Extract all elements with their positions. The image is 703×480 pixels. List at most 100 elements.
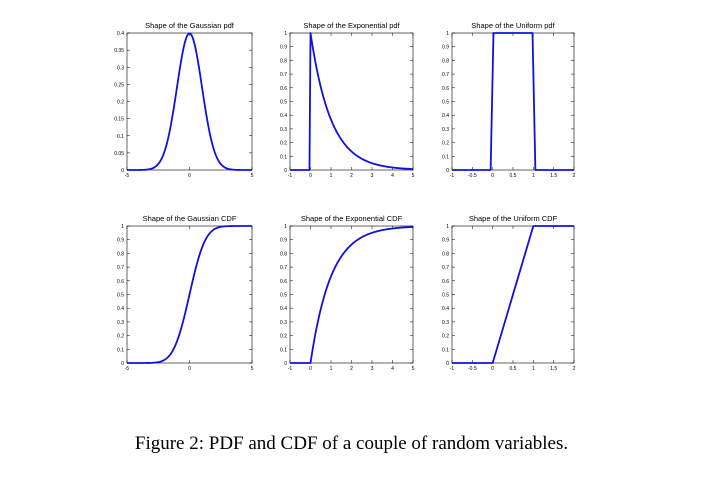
chart-2-ytick-label: 0.1	[280, 154, 287, 160]
chart-4-ytick-label: 0.4	[117, 306, 124, 312]
chart-3: Shape of the Uniform pdf 0 0.1 0.2 0.3 0.4 0.5…	[442, 21, 576, 179]
chart-5-ytick-label: 0.3	[280, 320, 287, 326]
chart-3-xtick-label: -1	[450, 173, 455, 179]
chart-2-xtick-label: -1	[288, 173, 293, 179]
chart-1-series-line	[126, 32, 253, 171]
chart-2-series-line	[290, 32, 414, 171]
chart-6-ytick-label: 0.2	[442, 334, 449, 340]
chart-5-ytick-label: 1	[284, 224, 287, 230]
chart-3-ytick-label: 0.5	[442, 100, 449, 106]
chart-2-title: Shape of the Exponential pdf	[303, 21, 400, 30]
chart-5-xtick-label: 2	[350, 366, 353, 372]
chart-5-ytick-label: 0.6	[280, 279, 287, 285]
chart-5-ytick-label: 0.1	[280, 347, 287, 353]
chart-1: Shape of the Gaussian pdf 0 0.05 0.1 0.15 0.2…	[114, 21, 253, 179]
chart-2-xtick-label: 2	[350, 173, 353, 179]
chart-6-xtick-label: 0	[491, 366, 494, 372]
chart-2-axes-box	[289, 32, 414, 171]
chart-3-ytick-label: 0.3	[442, 127, 449, 133]
chart-3-ytick-label: 0.8	[442, 58, 449, 64]
chart-1-xtick-label: 5	[251, 173, 254, 179]
chart-6-ytick-label: 0.5	[442, 293, 449, 299]
chart-4-ytick-label: 0.3	[117, 320, 124, 326]
chart-6-xtick-label: 1.5	[550, 366, 557, 372]
chart-4-ytick-label: 0.5	[117, 293, 124, 299]
chart-5-xtick-label: 4	[391, 366, 394, 372]
chart-2-ytick-label: 0.8	[280, 58, 287, 64]
chart-2-ytick-label: 0	[284, 168, 287, 174]
chart-4: Shape of the Gaussian CDF 0 0.1 0.2 0.3 0.4 0.…	[117, 214, 254, 372]
chart-2-xtick-label: 0	[309, 173, 312, 179]
chart-2-xtick-label: 1	[330, 173, 333, 179]
chart-3-xtick-label: 1.5	[550, 173, 557, 179]
chart-6-series-line	[452, 225, 574, 364]
chart-6-ytick-label: 0.9	[442, 238, 449, 244]
chart-4-ytick-label: 0	[121, 361, 124, 367]
chart-5-xtick-label: 3	[371, 366, 374, 372]
chart-5-ytick-label: 0.7	[280, 265, 287, 271]
chart-6-ytick-label: 0.1	[442, 347, 449, 353]
chart-3-xtick-label: 0	[491, 173, 494, 179]
chart-4-ytick-label: 0.6	[117, 279, 124, 285]
chart-3-axes-box	[451, 32, 575, 171]
chart-2-ytick-label: 0.5	[280, 100, 287, 106]
chart-6-ytick-label: 0.8	[442, 251, 449, 257]
chart-6-xtick-label: 1	[532, 366, 535, 372]
chart-1-ytick-label: 0.05	[114, 151, 124, 157]
figure-caption: Figure 2: PDF and CDF of a couple of ran…	[134, 433, 569, 454]
chart-3-ytick-label: 0.7	[442, 72, 449, 78]
chart-2-ytick-label: 0.3	[280, 127, 287, 133]
chart-5-xtick-label: -1	[288, 366, 293, 372]
chart-6: Shape of the Uniform CDF 0 0.1 0.2 0.3 0.4 0.5…	[442, 214, 576, 372]
chart-6-ytick-label: 1	[446, 224, 449, 230]
chart-2-xtick-label: 3	[371, 173, 374, 179]
chart-6-ytick-label: 0.7	[442, 265, 449, 271]
chart-3-ytick-label: 1	[446, 31, 449, 37]
chart-2-ytick-label: 0.9	[280, 45, 287, 51]
chart-6-title: Shape of the Uniform CDF	[469, 214, 558, 223]
chart-6-xtick-label: -1	[450, 366, 455, 372]
chart-2: Shape of the Exponential pdf 0 0.1 0.2 0.3 0.…	[280, 21, 415, 179]
chart-1-ytick-label: 0.25	[114, 82, 124, 88]
chart-1-ytick-label: 0.1	[117, 134, 124, 140]
chart-1-ytick-label: 0.2	[117, 100, 124, 106]
chart-6-xtick-label: -0.5	[468, 366, 477, 372]
chart-4-xtick-label: -5	[125, 366, 130, 372]
chart-4-series-line	[126, 225, 253, 364]
chart-3-series-line	[452, 32, 574, 171]
chart-4-ytick-label: 0.9	[117, 238, 124, 244]
chart-2-ytick-label: 0.6	[280, 86, 287, 92]
chart-3-ytick-label: 0	[446, 168, 449, 174]
chart-2-ytick-label: 1	[284, 31, 287, 37]
chart-5-ytick-label: 0	[284, 361, 287, 367]
chart-5-ytick-label: 0.8	[280, 251, 287, 257]
chart-6-ytick-label: 0	[446, 361, 449, 367]
chart-3-xtick-label: 2	[573, 173, 576, 179]
chart-1-ytick-label: 0.3	[117, 65, 124, 71]
chart-4-ytick-label: 0.2	[117, 334, 124, 340]
chart-1-title: Shape of the Gaussian pdf	[145, 21, 235, 30]
chart-3-title: Shape of the Uniform pdf	[471, 21, 555, 30]
chart-5-xtick-label: 1	[330, 366, 333, 372]
chart-6-xtick-label: 2	[573, 366, 576, 372]
chart-1-xtick-label: 0	[188, 173, 191, 179]
chart-4-title: Shape of the Gaussian CDF	[143, 214, 237, 223]
chart-4-ytick-label: 0.7	[117, 265, 124, 271]
chart-6-xtick-label: 0.5	[510, 366, 517, 372]
chart-5-ytick-label: 0.4	[280, 306, 287, 312]
chart-5-xtick-label: 0	[309, 366, 312, 372]
chart-1-ytick-label: 0.15	[114, 117, 124, 123]
chart-6-ytick-label: 0.3	[442, 320, 449, 326]
chart-1-ytick-label: 0.35	[114, 48, 124, 54]
chart-3-ytick-label: 0.9	[442, 45, 449, 51]
chart-5-series-line	[290, 226, 414, 364]
chart-3-xtick-label: -0.5	[468, 173, 477, 179]
chart-4-ytick-label: 1	[121, 224, 124, 230]
chart-5: Shape of the Exponential CDF 0 0.1 0.2 0.3 0.…	[280, 214, 415, 372]
chart-6-ytick-label: 0.6	[442, 279, 449, 285]
chart-4-ytick-label: 0.1	[117, 347, 124, 353]
chart-2-ytick-label: 0.7	[280, 72, 287, 78]
chart-3-xtick-label: 0.5	[510, 173, 517, 179]
chart-1-ytick-label: 0.4	[117, 31, 124, 37]
chart-1-ytick-label: 0	[121, 168, 124, 174]
